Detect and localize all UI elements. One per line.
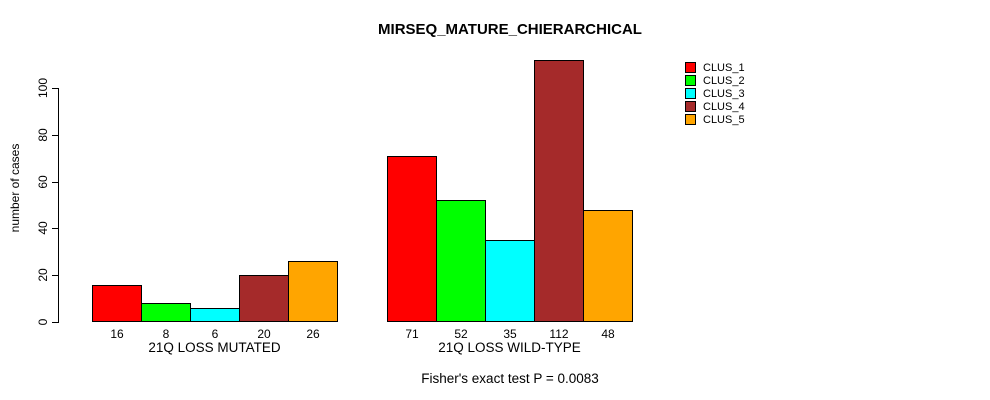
legend-item: CLUS_5 — [685, 113, 745, 126]
bar-value-label: 8 — [162, 327, 170, 341]
y-tick — [52, 134, 58, 136]
bar-value-label: 26 — [306, 327, 320, 341]
bar-clus_1-group2 — [387, 156, 437, 322]
legend: CLUS_1 CLUS_2 CLUS_3 CLUS_4 CLUS_5 — [685, 61, 745, 126]
bar-clus_5-group2 — [583, 210, 633, 322]
bar-clus_4-group2 — [534, 60, 584, 322]
y-tick-label: 60 — [36, 174, 50, 189]
legend-item: CLUS_1 — [685, 61, 745, 74]
legend-label: CLUS_4 — [703, 100, 745, 113]
bar-value-label: 112 — [549, 327, 569, 341]
bar-value-label: 71 — [405, 327, 419, 341]
x-group-label: 21Q LOSS WILD-TYPE — [438, 340, 581, 355]
y-tick — [52, 228, 58, 230]
y-tick — [52, 181, 58, 183]
annotation-text: Fisher's exact test P = 0.0083 — [421, 371, 599, 386]
y-tick-label: 100 — [36, 77, 50, 99]
legend-item: CLUS_4 — [685, 100, 745, 113]
y-tick-label: 40 — [36, 221, 50, 236]
x-group-label: 21Q LOSS MUTATED — [148, 340, 281, 355]
bar-clus_5-group1 — [288, 261, 338, 322]
legend-label: CLUS_3 — [703, 87, 745, 100]
y-tick — [52, 275, 58, 277]
bar-clus_2-group1 — [141, 303, 191, 322]
bar-value-label: 48 — [601, 327, 615, 341]
legend-label: CLUS_5 — [703, 113, 745, 126]
bar-value-label: 6 — [211, 327, 219, 341]
legend-label: CLUS_1 — [703, 61, 745, 74]
legend-item: CLUS_2 — [685, 74, 745, 87]
bar-clus_2-group2 — [436, 200, 486, 322]
bar-clus_4-group1 — [239, 275, 289, 322]
y-tick — [52, 88, 58, 89]
legend-swatch — [685, 101, 696, 112]
bar-value-label: 16 — [110, 327, 124, 341]
legend-label: CLUS_2 — [703, 74, 745, 87]
legend-swatch — [685, 75, 696, 86]
bar-value-label: 52 — [454, 327, 468, 341]
chart-title: MIRSEQ_MATURE_CHIERARCHICAL — [378, 21, 642, 38]
y-axis-label: number of cases — [8, 143, 22, 233]
bar-value-label: 20 — [257, 327, 271, 341]
bar-clus_3-group1 — [190, 308, 240, 322]
y-tick — [52, 322, 58, 323]
y-tick-label: 20 — [36, 268, 50, 282]
legend-swatch — [685, 114, 696, 125]
bar-clus_1-group1 — [92, 285, 142, 322]
bar-clus_3-group2 — [485, 240, 535, 322]
legend-swatch — [685, 62, 696, 73]
y-axis-line — [58, 88, 59, 323]
legend-item: CLUS_3 — [685, 87, 745, 100]
bar-value-label: 35 — [503, 327, 517, 341]
y-tick-label: 0 — [36, 318, 50, 326]
legend-swatch — [685, 88, 696, 99]
y-tick-label: 80 — [36, 128, 50, 142]
